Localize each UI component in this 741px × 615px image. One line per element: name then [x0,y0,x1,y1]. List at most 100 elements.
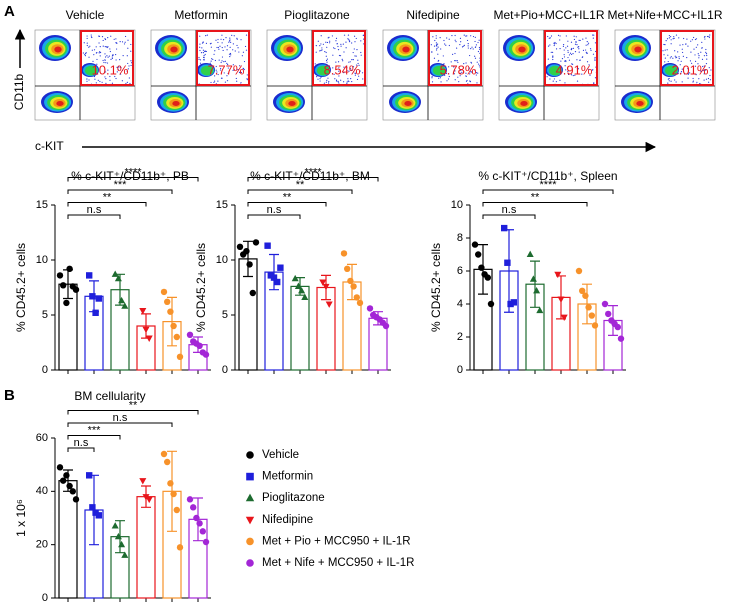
event-dot [333,47,335,49]
y-tick-label: 0 [42,592,48,604]
event-dot [203,55,205,57]
event-dot [474,36,476,38]
event-dot [210,46,212,48]
event-dot [459,72,462,74]
event-dot [674,79,676,81]
event-dot [440,48,442,50]
event-dot [84,53,86,56]
event-dot [452,53,454,56]
event-dot [219,45,221,47]
y-tick-label: 6 [457,265,463,277]
data-point [588,312,595,319]
y-tick-label: 15 [216,199,228,211]
event-dot [221,56,224,58]
event-dot [450,61,452,63]
event-dot [576,59,578,61]
event-dot [204,53,206,56]
event-dot [475,44,477,46]
event-dot [126,70,128,72]
data-point [111,522,119,529]
data-point [173,506,180,514]
event-dot [116,66,118,68]
event-dot [342,43,344,45]
event-dot [459,43,461,46]
event-dot [445,72,448,74]
event-dot [443,63,445,65]
event-dot [565,60,567,63]
event-dot [565,35,567,37]
event-dot [319,50,321,52]
event-dot [588,64,590,66]
error-bar [530,260,540,308]
event-dot [127,47,129,49]
event-dot [118,66,120,68]
event-dot [431,75,433,78]
event-dot [221,77,223,79]
event-dot [555,81,558,83]
chart-title: % c-KIT⁺/CD11b⁺, Spleen [478,169,617,183]
data-point [294,282,302,289]
event-dot [467,43,469,45]
event-dot [448,75,450,78]
event-dot [226,62,228,64]
event-dot [244,45,247,48]
event-dot [663,54,665,56]
data-point [579,287,586,294]
event-dot [93,49,96,51]
event-dot [681,81,683,83]
event-dot [674,55,676,57]
event-dot [703,65,705,67]
event-dot [475,72,478,74]
event-dot [202,41,204,43]
event-dot [670,39,672,41]
event-dot [111,82,114,84]
legend-label: Nifedipine [262,514,313,526]
data-point [145,335,153,342]
event-dot [705,62,708,65]
event-dot [563,54,565,56]
event-dot [221,60,223,62]
event-dot [95,82,97,84]
event-dot [243,60,246,63]
event-dot [325,59,328,62]
y-tick-label: 10 [36,254,48,266]
event-dot [102,59,104,62]
significance-label: *** [114,179,128,191]
event-dot [435,35,437,37]
event-dot [226,49,228,51]
significance-bracket [247,202,327,207]
legend-label: Vehicle [262,449,299,461]
event-dot [477,63,480,65]
event-dot [237,47,239,49]
event-dot [113,38,115,40]
event-dot [201,42,204,44]
data-point [142,326,150,334]
event-dot [547,58,549,60]
legend-label: Met + Nife + MCC950 + IL-1R [262,557,414,569]
data-point [121,551,129,558]
event-dot [352,51,354,54]
event-dot [700,51,702,53]
event-dot [470,61,472,63]
event-dot [130,43,132,46]
event-dot [699,83,701,85]
data-point [66,265,73,272]
event-dot [86,80,88,82]
event-dot [562,43,565,46]
flow-title: Met+Pio+MCC+IL1R [493,8,604,22]
event-dot [586,61,589,63]
event-dot [593,34,595,36]
data-point [353,294,360,301]
event-dot [446,80,448,82]
event-dot [354,55,356,57]
data-point [56,464,64,471]
event-dot [229,52,232,55]
event-dot [703,36,706,38]
event-dot [581,73,583,75]
density-contour [432,65,446,76]
event-dot [358,64,360,66]
event-dot [121,41,124,43]
event-dot [128,77,130,79]
event-dot [227,63,229,66]
data-point [86,472,93,479]
